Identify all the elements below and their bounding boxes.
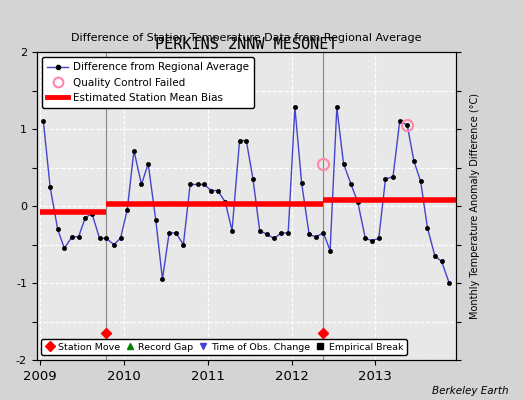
- Text: Berkeley Earth: Berkeley Earth: [432, 386, 508, 396]
- Text: Difference of Station Temperature Data from Regional Average: Difference of Station Temperature Data f…: [71, 33, 421, 43]
- Y-axis label: Monthly Temperature Anomaly Difference (°C): Monthly Temperature Anomaly Difference (…: [470, 93, 480, 319]
- Title: PERKINS 2NNW MESONET: PERKINS 2NNW MESONET: [155, 37, 337, 52]
- Legend: Station Move, Record Gap, Time of Obs. Change, Empirical Break: Station Move, Record Gap, Time of Obs. C…: [41, 339, 407, 355]
